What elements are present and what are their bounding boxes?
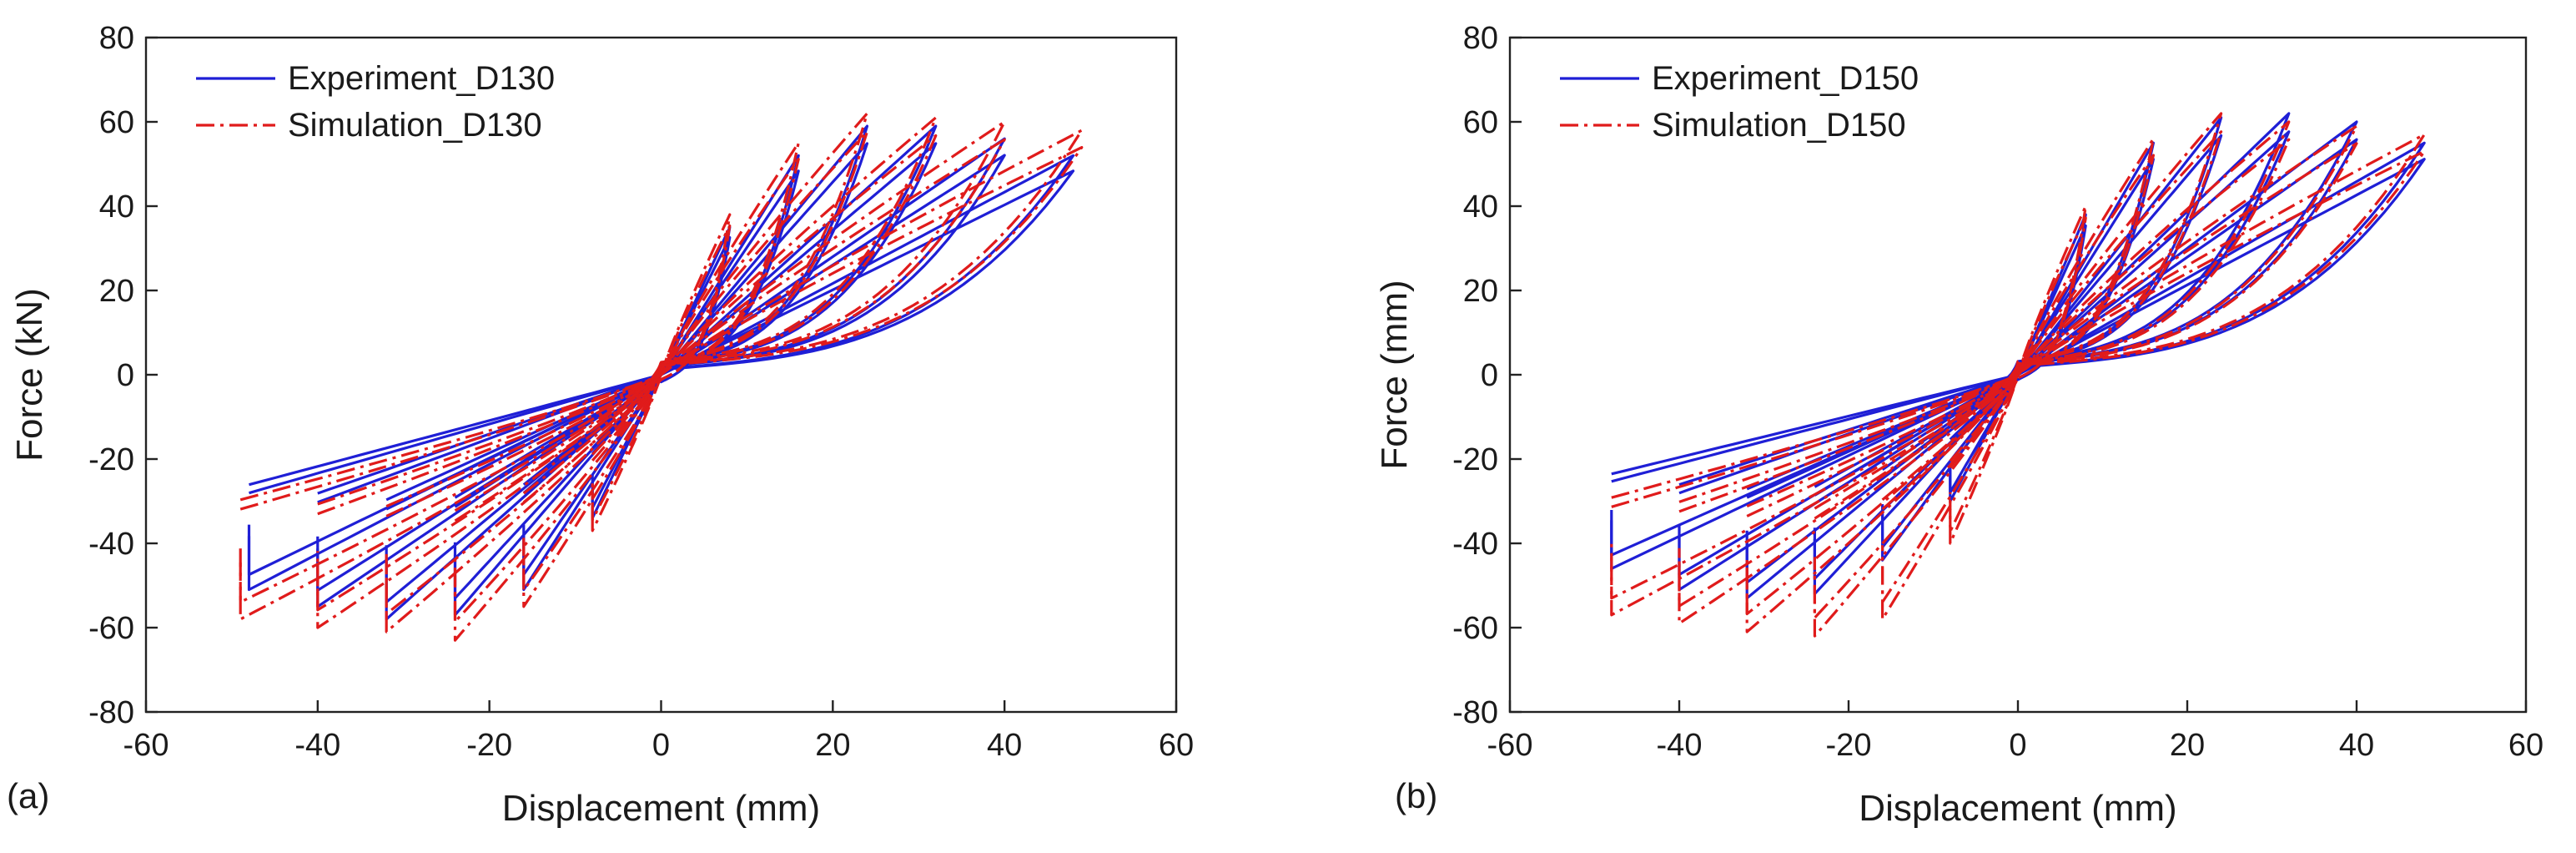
- x-tick-label: 40: [2339, 728, 2374, 763]
- experiment-loop-24mm-repeat: [1813, 134, 2223, 580]
- chart-panel-a: -60 -40 -20 0 20 40 60-80-60-40-20020406080Dis…: [7, 21, 1194, 829]
- y-axis-label: Force (mm): [1374, 280, 1415, 469]
- simulation-loop-16mm: [522, 141, 800, 608]
- y-tick-label: -40: [88, 527, 134, 562]
- x-tick-label: 60: [2508, 728, 2543, 763]
- y-tick-label: -80: [1452, 695, 1498, 730]
- experiment-loop-48mm: [1610, 141, 2426, 570]
- y-tick-label: 40: [1463, 189, 1498, 225]
- y-tick-label: -20: [1452, 442, 1498, 477]
- x-tick-label: -40: [294, 728, 340, 763]
- panel-label: (b): [1395, 776, 1437, 815]
- y-tick-label: -40: [1452, 527, 1498, 562]
- y-tick-label: 40: [99, 189, 134, 225]
- simulation-loop-32mm-repeat: [1745, 138, 2291, 616]
- x-tick-label: 60: [1159, 728, 1194, 763]
- series-experiment: [1610, 112, 2426, 600]
- simulation-loop-49mm-repeat: [239, 146, 1084, 603]
- y-tick-label: 0: [1481, 358, 1498, 393]
- x-tick-label: -60: [123, 728, 169, 763]
- experiment-loop-40mm: [316, 137, 1006, 608]
- x-tick-label: 20: [815, 728, 850, 763]
- legend: Experiment_D130 Simulation_D130: [196, 60, 555, 144]
- simulation-loop-40mm: [1678, 124, 2358, 625]
- legend: Experiment_D150 Simulation_D150: [1560, 60, 1919, 144]
- panel-label: (a): [7, 776, 49, 815]
- y-tick-label: -60: [88, 611, 134, 646]
- simulation-loop-32mm: [385, 116, 938, 633]
- simulation-loop-48mm: [1610, 133, 2426, 617]
- experiment-loop-24mm: [1813, 116, 2223, 596]
- y-tick-label: 0: [117, 358, 134, 393]
- simulation-loop-24mm-repeat: [453, 130, 869, 623]
- y-tick-label: -60: [1452, 611, 1498, 646]
- legend-label: Simulation_D130: [288, 107, 542, 144]
- y-tick-label: 80: [99, 21, 134, 56]
- y-tick-label: 20: [99, 274, 134, 309]
- legend-label: Simulation_D150: [1652, 107, 1906, 144]
- legend-label: Experiment_D150: [1652, 60, 1919, 97]
- experiment-loop-48mm: [247, 154, 1075, 592]
- x-axis-label: Displacement (mm): [502, 788, 820, 829]
- x-axis-label: Displacement (mm): [1859, 788, 2176, 829]
- y-tick-label: -80: [88, 695, 134, 730]
- x-tick-label: -60: [1487, 728, 1533, 763]
- x-tick-label: 20: [2170, 728, 2205, 763]
- y-tick-label: 80: [1463, 21, 1498, 56]
- simulation-loop-40mm-repeat: [1678, 142, 2358, 608]
- x-tick-label: 0: [652, 728, 670, 763]
- simulation-loop-24mm-repeat: [1813, 130, 2223, 619]
- simulation-loop-24mm: [1813, 112, 2223, 638]
- experiment-loop-40mm-repeat: [1678, 138, 2358, 577]
- series-simulation: [239, 112, 1084, 642]
- x-tick-label: -20: [466, 728, 512, 763]
- simulation-loop-16mm-repeat: [522, 158, 800, 592]
- x-tick-label: -40: [1657, 728, 1703, 763]
- simulation-loop-32mm-repeat: [385, 134, 938, 616]
- y-tick-label: 60: [1463, 105, 1498, 140]
- simulation-loop-49mm: [239, 129, 1084, 621]
- experiment-loop-32mm: [1745, 112, 2291, 600]
- simulation-loop-48mm-repeat: [1610, 149, 2426, 600]
- simulation-loop-40mm-repeat: [316, 138, 1006, 612]
- legend-label: Experiment_D130: [288, 60, 555, 97]
- simulation-loop-8mm-repeat: [591, 224, 732, 522]
- experiment-loop-32mm-repeat: [1745, 130, 2291, 584]
- simulation-loop-24mm: [453, 112, 869, 642]
- simulation-loop-40mm: [316, 120, 1006, 629]
- x-tick-label: 40: [987, 728, 1022, 763]
- experiment-loop-16mm-repeat: [1881, 158, 2155, 549]
- x-tick-label: -20: [1826, 728, 1872, 763]
- experiment-loop-48mm-repeat: [247, 169, 1075, 577]
- experiment-loop-40mm-repeat: [316, 154, 1006, 592]
- y-axis-label: Force (kN): [9, 288, 50, 462]
- x-tick-label: 0: [2009, 728, 2026, 763]
- y-tick-label: 60: [99, 105, 134, 140]
- chart-panel-b: -60 -40 -20 0 20 40 60-80-60-40-20020406080Dis…: [1374, 21, 2543, 829]
- y-tick-label: -20: [88, 442, 134, 477]
- series-simulation: [1610, 112, 2426, 638]
- y-tick-label: 20: [1463, 274, 1498, 309]
- simulation-loop-32mm: [1745, 120, 2291, 633]
